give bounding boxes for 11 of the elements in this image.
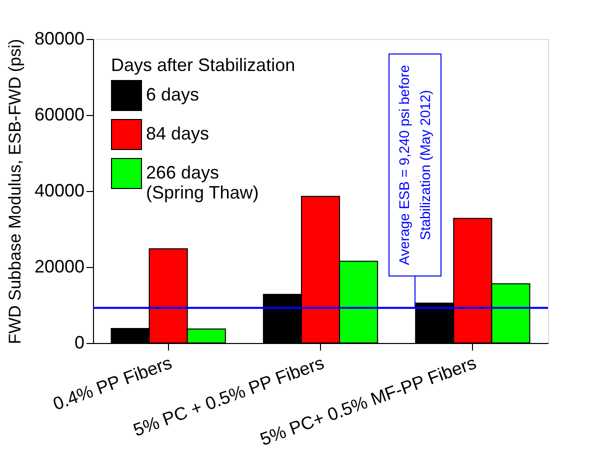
y-tick-label: 0 — [74, 332, 84, 352]
legend-label: 266 days (Spring Thaw) — [146, 162, 259, 202]
y-tick-label: 80000 — [34, 28, 84, 48]
y-tick-label: 60000 — [34, 104, 84, 124]
legend-title: Days after Stabilization — [111, 55, 296, 75]
legend-label: 84 days — [146, 124, 210, 144]
y-axis-title: FWD Subbase Modulus, ESB-FWD (psi) — [5, 38, 24, 344]
ref-line-label: Average ESB = 9,240 psi before Stabilization (May 2012) — [396, 64, 433, 266]
y-tick-label: 40000 — [34, 180, 84, 200]
legend-label: 6 days — [146, 84, 200, 104]
y-tick-label: 20000 — [34, 256, 84, 276]
